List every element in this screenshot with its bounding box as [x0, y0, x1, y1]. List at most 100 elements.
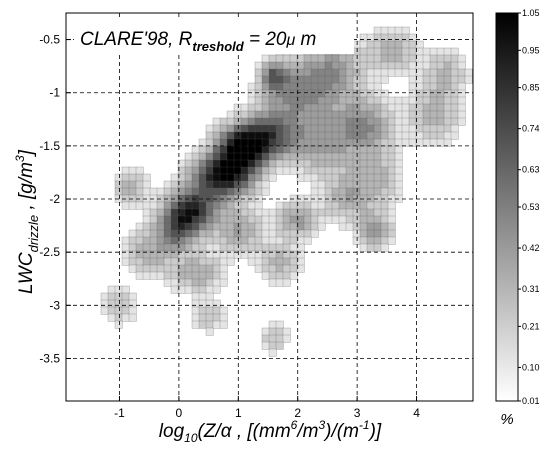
density-cell [170, 180, 179, 189]
density-cell [205, 173, 214, 182]
density-cell [170, 271, 179, 280]
density-cell [240, 229, 249, 238]
density-cell [261, 54, 270, 63]
density-cell [149, 229, 158, 238]
density-cell [436, 131, 445, 140]
density-cell [282, 327, 291, 336]
density-cell [275, 271, 284, 280]
density-cell [303, 236, 312, 245]
density-cell [233, 229, 242, 238]
density-cell [408, 124, 417, 133]
density-cell [352, 103, 361, 112]
density-cell [380, 26, 389, 35]
density-cell [401, 68, 410, 77]
density-cell [184, 236, 193, 245]
density-cell [191, 313, 200, 322]
density-cell [394, 138, 403, 147]
density-cell [359, 180, 368, 189]
density-cell [338, 117, 347, 126]
density-cell [121, 285, 130, 294]
density-cell [142, 236, 151, 245]
density-cell [324, 103, 333, 112]
density-cell [275, 110, 284, 119]
density-cell [352, 117, 361, 126]
density-cell [261, 152, 270, 161]
density-cell [184, 264, 193, 273]
density-cell [310, 110, 319, 119]
density-cell [212, 236, 221, 245]
density-cell [366, 159, 375, 168]
density-cell [233, 187, 242, 196]
density-cell [156, 229, 165, 238]
density-cell [380, 236, 389, 245]
density-cell [212, 180, 221, 189]
density-cell [310, 187, 319, 196]
density-cell [429, 103, 438, 112]
density-cell [268, 166, 277, 175]
density-cell [436, 103, 445, 112]
density-cell [380, 180, 389, 189]
density-cell [380, 222, 389, 231]
density-cell [184, 278, 193, 287]
density-cell [373, 117, 382, 126]
density-cell [254, 117, 263, 126]
density-cell [198, 173, 207, 182]
density-cell [331, 110, 340, 119]
density-cell [408, 75, 417, 84]
density-cell [282, 201, 291, 210]
density-cell [254, 96, 263, 105]
density-cell [422, 110, 431, 119]
density-cell [240, 159, 249, 168]
density-cell [289, 110, 298, 119]
density-cell [205, 152, 214, 161]
density-cell [170, 285, 179, 294]
density-cell [345, 117, 354, 126]
density-cell [191, 166, 200, 175]
density-cell [163, 229, 172, 238]
density-cell [359, 236, 368, 245]
density-cell [408, 61, 417, 70]
density-cell [352, 68, 361, 77]
density-cell [373, 68, 382, 77]
density-cell [366, 82, 375, 91]
density-cell [345, 180, 354, 189]
density-cell [282, 89, 291, 98]
density-cell [149, 187, 158, 196]
density-cell [387, 152, 396, 161]
density-cell [450, 89, 459, 98]
density-cell [114, 320, 123, 329]
density-cell [324, 117, 333, 126]
chart-title: CLARE'98, Rtreshold = 20μ m [80, 29, 316, 54]
density-cell [240, 243, 249, 252]
density-cell [303, 215, 312, 224]
density-cell [128, 292, 137, 301]
density-cell [247, 229, 256, 238]
density-cell [380, 110, 389, 119]
density-cell [310, 89, 319, 98]
density-cell [366, 201, 375, 210]
density-cell [261, 257, 270, 266]
colorbar-ticks: 1.05 0.95 0.85 0.74 0.63 0.53 0.42 0.31 0.21 0.10… [518, 8, 540, 406]
density-cell [247, 152, 256, 161]
density-cell [142, 264, 151, 273]
density-cell [310, 229, 319, 238]
density-cell [275, 201, 284, 210]
density-cell [128, 187, 137, 196]
density-cell [366, 68, 375, 77]
density-cell [289, 257, 298, 266]
density-cell [366, 138, 375, 147]
density-cell [226, 124, 235, 133]
density-cell [436, 75, 445, 84]
density-cell [261, 110, 270, 119]
density-cell [254, 236, 263, 245]
density-cell [142, 187, 151, 196]
density-cell [261, 96, 270, 105]
plot-frame [65, 12, 474, 402]
density-cell [380, 124, 389, 133]
density-cell [359, 187, 368, 196]
density-cell [422, 82, 431, 91]
density-cell [422, 68, 431, 77]
density-cell [191, 229, 200, 238]
density-cell [135, 201, 144, 210]
density-cell [366, 40, 375, 49]
